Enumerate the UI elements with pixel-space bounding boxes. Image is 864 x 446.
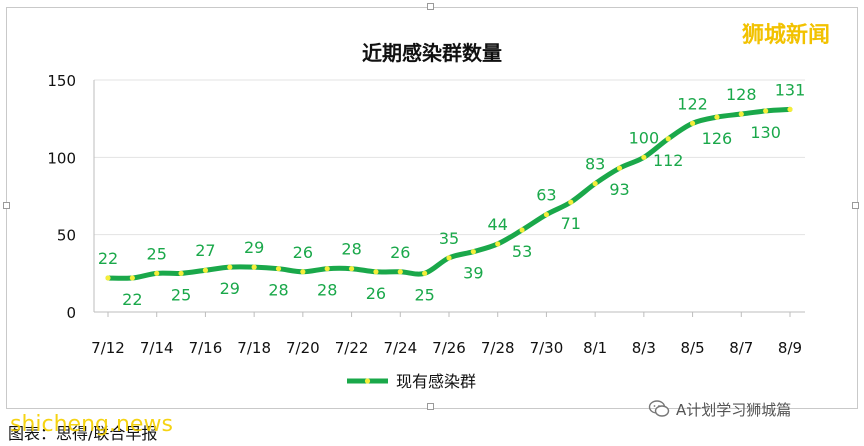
data-point bbox=[519, 227, 525, 233]
x-tick-label: 7/16 bbox=[189, 339, 223, 357]
y-tick-label: 50 bbox=[57, 227, 76, 245]
data-point bbox=[373, 269, 379, 275]
data-point bbox=[227, 264, 233, 270]
data-label: 39 bbox=[463, 264, 483, 283]
data-point bbox=[787, 106, 793, 112]
data-label: 29 bbox=[244, 238, 264, 257]
data-label: 26 bbox=[366, 284, 386, 303]
data-point bbox=[616, 165, 623, 171]
chart-title: 近期感染群数量 bbox=[362, 41, 502, 65]
data-point bbox=[665, 136, 671, 142]
data-point bbox=[495, 241, 501, 247]
data-point bbox=[689, 120, 696, 126]
source-caption: 图表：思得/联合早报 bbox=[8, 424, 158, 443]
data-point bbox=[178, 270, 184, 276]
data-label: 22 bbox=[98, 249, 118, 268]
data-label: 25 bbox=[414, 285, 434, 304]
x-tick-label: 8/5 bbox=[681, 339, 705, 357]
data-point bbox=[129, 275, 135, 281]
data-label: 126 bbox=[702, 129, 733, 148]
data-label: 112 bbox=[653, 151, 684, 170]
data-label: 100 bbox=[629, 128, 660, 147]
legend-label: 现有感染群 bbox=[396, 372, 476, 391]
data-point bbox=[422, 270, 428, 276]
data-point bbox=[446, 255, 452, 261]
data-label: 35 bbox=[439, 229, 459, 248]
x-tick-label: 7/22 bbox=[335, 339, 369, 357]
data-point bbox=[568, 199, 574, 205]
data-label: 71 bbox=[561, 214, 581, 233]
brand-logo: 狮城新闻 bbox=[742, 23, 831, 48]
data-point bbox=[275, 266, 282, 272]
x-tick-label: 8/7 bbox=[729, 339, 753, 357]
y-tick-label: 0 bbox=[66, 304, 76, 322]
x-tick-label: 7/30 bbox=[530, 339, 564, 357]
resize-handle-bottom[interactable] bbox=[427, 403, 434, 410]
data-point bbox=[348, 266, 355, 272]
x-tick-label: 7/18 bbox=[237, 339, 271, 357]
x-tick-label: 7/24 bbox=[383, 339, 417, 357]
data-label: 122 bbox=[677, 94, 708, 113]
data-label: 27 bbox=[195, 241, 215, 260]
data-label: 28 bbox=[268, 281, 288, 300]
resize-handle-left[interactable] bbox=[3, 202, 10, 209]
data-label: 28 bbox=[317, 281, 337, 300]
data-point bbox=[714, 114, 720, 120]
data-point bbox=[154, 270, 160, 276]
data-label: 53 bbox=[512, 242, 532, 261]
wechat-icon bbox=[648, 400, 670, 417]
y-tick-label: 150 bbox=[47, 72, 76, 90]
data-point bbox=[641, 154, 647, 160]
data-point bbox=[251, 264, 257, 270]
data-label: 25 bbox=[147, 244, 167, 263]
data-label: 130 bbox=[750, 123, 781, 142]
data-point bbox=[763, 108, 769, 114]
data-label: 26 bbox=[390, 243, 410, 262]
data-point bbox=[397, 269, 403, 275]
data-label: 29 bbox=[220, 279, 240, 298]
x-tick-label: 7/12 bbox=[91, 339, 125, 357]
data-point bbox=[592, 181, 598, 187]
data-point bbox=[543, 211, 550, 218]
data-label: 44 bbox=[488, 215, 508, 234]
x-tick-label: 7/26 bbox=[432, 339, 466, 357]
x-tick-label: 7/20 bbox=[286, 339, 320, 357]
data-point bbox=[300, 269, 306, 275]
resize-handle-top[interactable] bbox=[427, 3, 434, 10]
data-label: 93 bbox=[609, 180, 629, 199]
data-label: 83 bbox=[585, 155, 605, 174]
data-label: 128 bbox=[726, 85, 757, 104]
wechat-account-name: A计划学习狮城篇 bbox=[676, 400, 792, 419]
x-tick-label: 8/9 bbox=[778, 339, 802, 357]
data-label: 131 bbox=[775, 80, 806, 99]
data-label: 63 bbox=[536, 186, 556, 205]
legend-swatch-marker bbox=[364, 378, 371, 384]
x-tick-label: 8/1 bbox=[583, 339, 607, 357]
data-point bbox=[738, 111, 744, 117]
data-point bbox=[105, 275, 111, 281]
data-point bbox=[470, 249, 476, 255]
data-label: 25 bbox=[171, 285, 191, 304]
wechat-attribution: A计划学习狮城篇 bbox=[648, 398, 791, 420]
chart-frame bbox=[6, 7, 858, 409]
data-point bbox=[202, 267, 209, 273]
data-label: 26 bbox=[293, 243, 313, 262]
data-label: 22 bbox=[122, 290, 142, 309]
data-point bbox=[324, 266, 330, 272]
x-tick-label: 7/28 bbox=[481, 339, 515, 357]
x-tick-label: 7/14 bbox=[140, 339, 174, 357]
y-tick-label: 100 bbox=[47, 149, 76, 167]
resize-handle-right[interactable] bbox=[852, 202, 859, 209]
watermark: shicheng.news bbox=[10, 412, 173, 437]
x-tick-label: 8/3 bbox=[632, 339, 656, 357]
data-label: 28 bbox=[341, 240, 361, 259]
